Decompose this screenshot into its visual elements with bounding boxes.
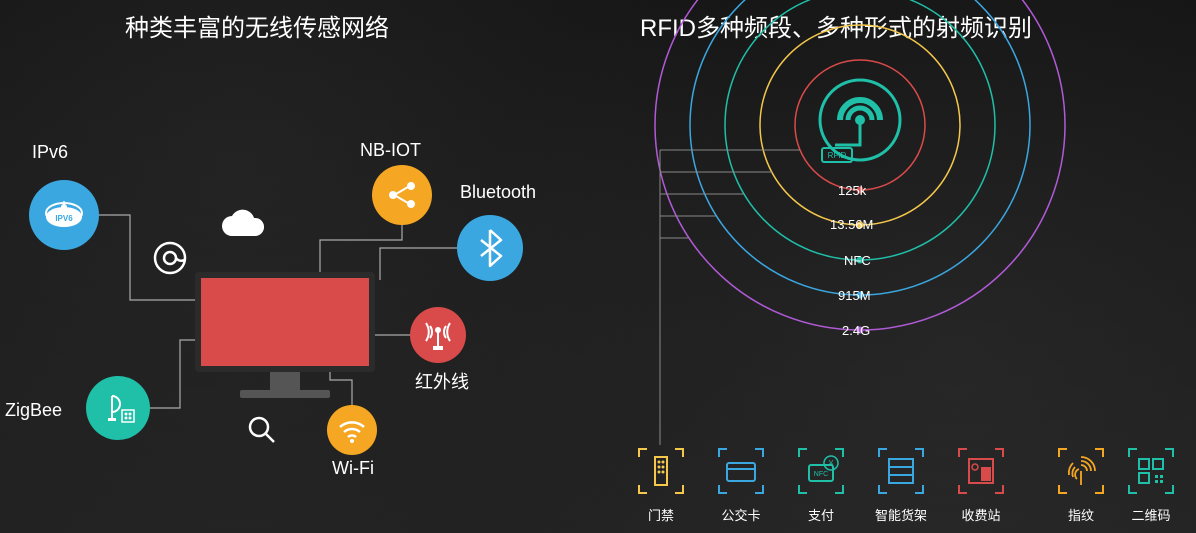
- zigbee-label: ZigBee: [5, 400, 62, 421]
- app-pay: NFC¥: [795, 445, 847, 497]
- monitor: [195, 272, 375, 412]
- app-toll: [955, 445, 1007, 497]
- ipv6-icon: IPV6: [29, 180, 99, 250]
- freq-1356m: 13.56M: [830, 217, 873, 232]
- right-title: RFID多种频段、多种形式的射频识别: [640, 8, 1032, 43]
- infrared-label: 红外线: [415, 368, 469, 394]
- app-label-qr: 二维码: [1125, 505, 1177, 524]
- app-shelf: [875, 445, 927, 497]
- left-title: 种类丰富的无线传感网络: [125, 8, 389, 43]
- freq-nfc: NFC: [844, 253, 871, 268]
- app-qr: [1125, 445, 1177, 497]
- app-label-finger: 指纹: [1055, 505, 1107, 524]
- freq-915m: 915M: [838, 288, 871, 303]
- app-label-shelf: 智能货架: [875, 505, 927, 524]
- wifi-label: Wi-Fi: [332, 458, 374, 479]
- app-label-bus: 公交卡: [715, 505, 767, 524]
- nbiot-icon: [372, 165, 432, 225]
- app-label-door: 门禁: [635, 505, 687, 524]
- svg-text:¥: ¥: [828, 459, 834, 468]
- app-bus: [715, 445, 767, 497]
- ipv6-label: IPv6: [32, 142, 68, 163]
- rfid-badge: RFID: [820, 80, 900, 162]
- app-label-pay: 支付: [795, 505, 847, 524]
- svg-text:NFC: NFC: [814, 471, 828, 478]
- nbiot-label: NB-IOT: [360, 140, 421, 161]
- cloud-icon: [218, 208, 266, 242]
- zigbee-icon: [86, 376, 150, 440]
- app-finger: [1055, 445, 1107, 497]
- freq-24g: 2.4G: [842, 323, 870, 338]
- infrared-icon: [410, 307, 466, 363]
- bluetooth-icon: [457, 215, 523, 281]
- svg-text:RFID: RFID: [828, 151, 847, 160]
- at-icon: [152, 240, 188, 276]
- search-icon: [246, 414, 278, 446]
- freq-125k: 125k: [838, 183, 866, 198]
- wifi-icon: [327, 405, 377, 455]
- app-door: [635, 445, 687, 497]
- bluetooth-label: Bluetooth: [460, 182, 536, 203]
- app-label-toll: 收费站: [955, 505, 1007, 524]
- svg-text:IPV6: IPV6: [55, 214, 73, 223]
